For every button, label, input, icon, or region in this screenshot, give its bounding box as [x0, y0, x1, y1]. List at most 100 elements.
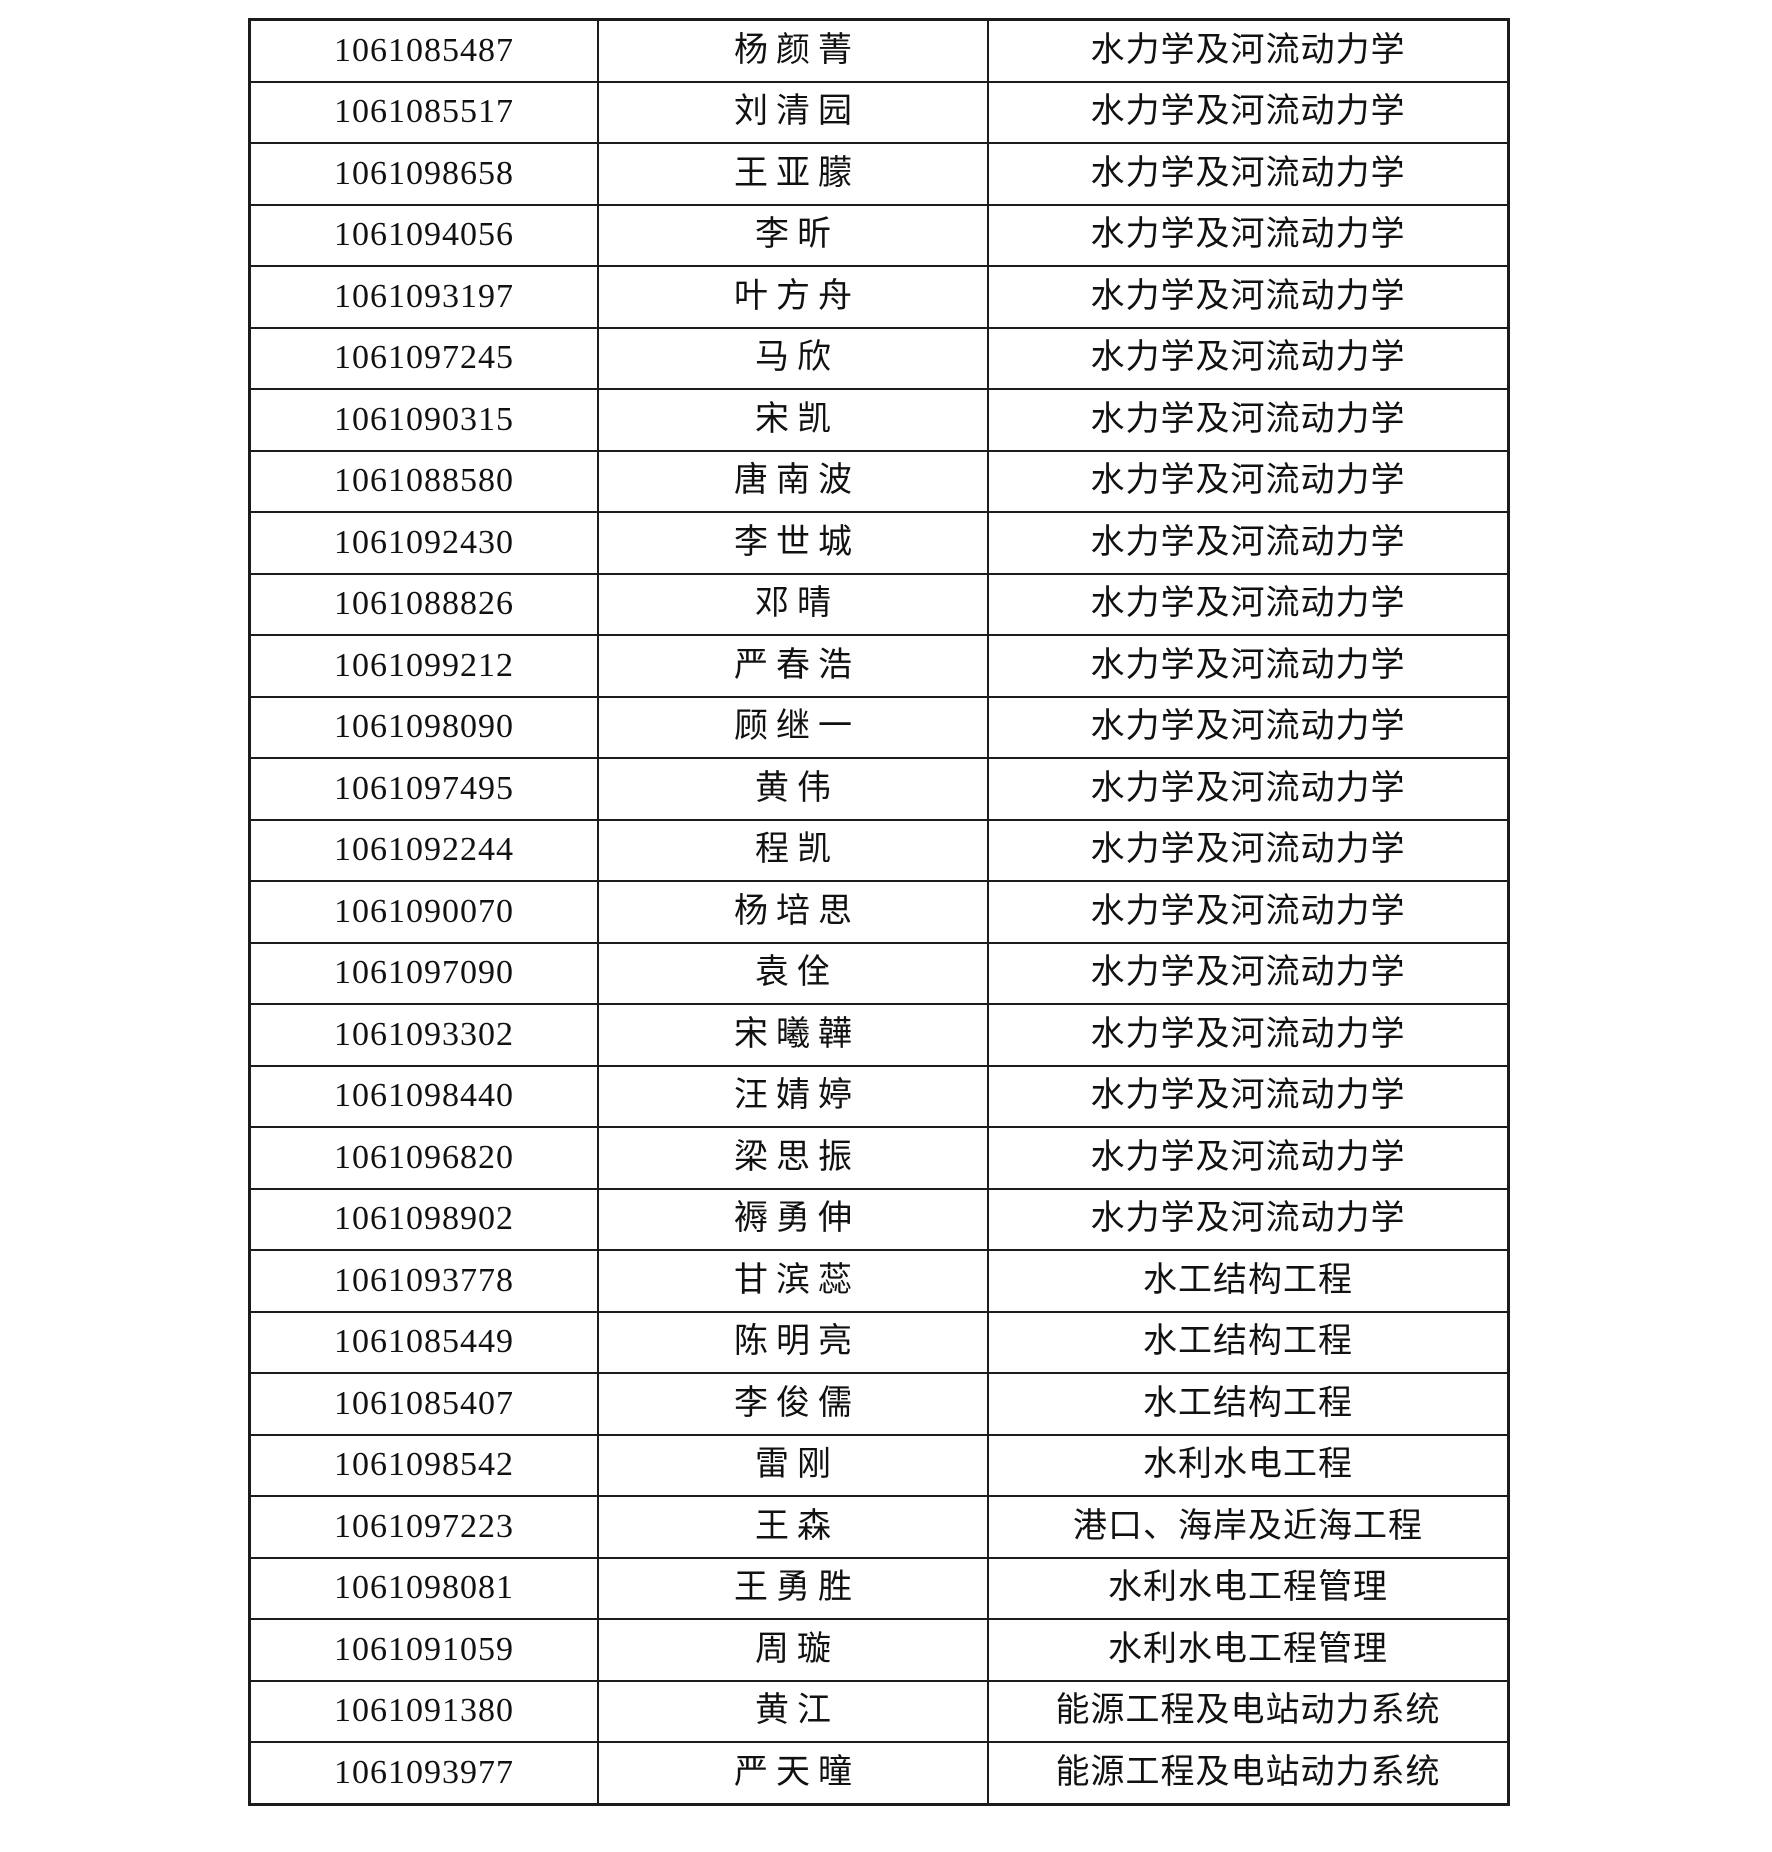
student-id-cell: 1061093778 — [250, 1250, 598, 1312]
student-id-cell: 1061085487 — [250, 20, 598, 82]
student-id-cell: 1061098542 — [250, 1434, 598, 1496]
table-row: 1061093778 甘滨蕊 水工结构工程 — [250, 1250, 1508, 1312]
student-id-cell: 1061097090 — [250, 942, 598, 1004]
student-name-cell: 黄江 — [598, 1680, 988, 1742]
table-row: 1061093977 严天曈 能源工程及电站动力系统 — [250, 1742, 1508, 1804]
table-row: 1061097090 袁佺 水力学及河流动力学 — [250, 942, 1508, 1004]
table-row: 1061098440 汪婧婷 水力学及河流动力学 — [250, 1065, 1508, 1127]
student-major-cell: 水力学及河流动力学 — [988, 389, 1508, 451]
table-row: 1061098542 雷刚 水利水电工程 — [250, 1434, 1508, 1496]
table-body: 1061085487 杨颜菁 水力学及河流动力学 1061085517 刘清园 … — [250, 20, 1508, 1804]
student-major-cell: 水力学及河流动力学 — [988, 204, 1508, 266]
table-row: 1061098090 顾继一 水力学及河流动力学 — [250, 696, 1508, 758]
table-row: 1061091380 黄江 能源工程及电站动力系统 — [250, 1680, 1508, 1742]
table-row: 1061085487 杨颜菁 水力学及河流动力学 — [250, 20, 1508, 82]
student-id-cell: 1061092244 — [250, 819, 598, 881]
student-id-cell: 1061092430 — [250, 512, 598, 574]
student-name-cell: 王亚朦 — [598, 143, 988, 205]
student-id-cell: 1061098440 — [250, 1065, 598, 1127]
student-id-cell: 1061090070 — [250, 881, 598, 943]
table-row: 1061099212 严春浩 水力学及河流动力学 — [250, 635, 1508, 697]
table-row: 1061090070 杨培思 水力学及河流动力学 — [250, 881, 1508, 943]
student-name-cell: 王森 — [598, 1496, 988, 1558]
student-major-cell: 水力学及河流动力学 — [988, 20, 1508, 82]
table-row: 1061098081 王勇胜 水利水电工程管理 — [250, 1557, 1508, 1619]
student-name-cell: 褥勇伸 — [598, 1188, 988, 1250]
student-id-cell: 1061097245 — [250, 327, 598, 389]
student-id-cell: 1061098658 — [250, 143, 598, 205]
student-name-cell: 周璇 — [598, 1619, 988, 1681]
student-id-cell: 1061093977 — [250, 1742, 598, 1804]
student-major-cell: 水力学及河流动力学 — [988, 1065, 1508, 1127]
student-major-cell: 水利水电工程 — [988, 1434, 1508, 1496]
student-id-cell: 1061090315 — [250, 389, 598, 451]
student-name-cell: 王勇胜 — [598, 1557, 988, 1619]
student-major-cell: 水力学及河流动力学 — [988, 327, 1508, 389]
student-id-cell: 1061098902 — [250, 1188, 598, 1250]
student-major-cell: 水工结构工程 — [988, 1250, 1508, 1312]
table-row: 1061098658 王亚朦 水力学及河流动力学 — [250, 143, 1508, 205]
student-id-cell: 1061097495 — [250, 758, 598, 820]
student-major-cell: 水力学及河流动力学 — [988, 942, 1508, 1004]
student-id-cell: 1061097223 — [250, 1496, 598, 1558]
student-name-cell: 李世城 — [598, 512, 988, 574]
student-major-cell: 能源工程及电站动力系统 — [988, 1680, 1508, 1742]
student-name-cell: 李昕 — [598, 204, 988, 266]
student-major-cell: 水工结构工程 — [988, 1311, 1508, 1373]
student-major-cell: 水利水电工程管理 — [988, 1557, 1508, 1619]
table-row: 1061085517 刘清园 水力学及河流动力学 — [250, 81, 1508, 143]
table-row: 1061092244 程凯 水力学及河流动力学 — [250, 819, 1508, 881]
table-row: 1061091059 周璇 水利水电工程管理 — [250, 1619, 1508, 1681]
student-id-cell: 1061091380 — [250, 1680, 598, 1742]
student-name-cell: 程凯 — [598, 819, 988, 881]
student-name-cell: 雷刚 — [598, 1434, 988, 1496]
student-name-cell: 杨培思 — [598, 881, 988, 943]
student-major-cell: 水力学及河流动力学 — [988, 450, 1508, 512]
student-major-cell: 水力学及河流动力学 — [988, 881, 1508, 943]
student-major-cell: 水利水电工程管理 — [988, 1619, 1508, 1681]
student-id-cell: 1061085407 — [250, 1373, 598, 1435]
student-name-cell: 陈明亮 — [598, 1311, 988, 1373]
student-name-cell: 汪婧婷 — [598, 1065, 988, 1127]
student-name-cell: 梁思振 — [598, 1127, 988, 1189]
student-major-cell: 水力学及河流动力学 — [988, 758, 1508, 820]
student-id-cell: 1061099212 — [250, 635, 598, 697]
student-name-cell: 严春浩 — [598, 635, 988, 697]
student-major-cell: 水力学及河流动力学 — [988, 81, 1508, 143]
table-row: 1061088580 唐南波 水力学及河流动力学 — [250, 450, 1508, 512]
student-major-cell: 水力学及河流动力学 — [988, 1188, 1508, 1250]
table-row: 1061085407 李俊儒 水工结构工程 — [250, 1373, 1508, 1435]
student-id-cell: 1061094056 — [250, 204, 598, 266]
student-name-cell: 刘清园 — [598, 81, 988, 143]
student-name-cell: 李俊儒 — [598, 1373, 988, 1435]
student-name-cell: 袁佺 — [598, 942, 988, 1004]
student-major-cell: 水力学及河流动力学 — [988, 1004, 1508, 1066]
student-name-cell: 严天曈 — [598, 1742, 988, 1804]
student-major-cell: 港口、海岸及近海工程 — [988, 1496, 1508, 1558]
table-row: 1061097245 马欣 水力学及河流动力学 — [250, 327, 1508, 389]
student-major-cell: 水力学及河流动力学 — [988, 266, 1508, 328]
table-row: 1061094056 李昕 水力学及河流动力学 — [250, 204, 1508, 266]
student-name-cell: 唐南波 — [598, 450, 988, 512]
student-major-cell: 水力学及河流动力学 — [988, 512, 1508, 574]
student-major-cell: 水力学及河流动力学 — [988, 696, 1508, 758]
table-row: 1061093197 叶方舟 水力学及河流动力学 — [250, 266, 1508, 328]
student-name-cell: 甘滨蕊 — [598, 1250, 988, 1312]
student-major-cell: 水力学及河流动力学 — [988, 1127, 1508, 1189]
student-id-cell: 1061098081 — [250, 1557, 598, 1619]
table-row: 1061090315 宋凯 水力学及河流动力学 — [250, 389, 1508, 451]
student-id-cell: 1061085517 — [250, 81, 598, 143]
student-id-cell: 1061088826 — [250, 573, 598, 635]
table-row: 1061097223 王森 港口、海岸及近海工程 — [250, 1496, 1508, 1558]
student-name-cell: 杨颜菁 — [598, 20, 988, 82]
student-name-cell: 顾继一 — [598, 696, 988, 758]
table-row: 1061098902 褥勇伸 水力学及河流动力学 — [250, 1188, 1508, 1250]
student-name-cell: 宋凯 — [598, 389, 988, 451]
student-roster-table: 1061085487 杨颜菁 水力学及河流动力学 1061085517 刘清园 … — [248, 18, 1510, 1806]
table-row: 1061088826 邓晴 水力学及河流动力学 — [250, 573, 1508, 635]
student-major-cell: 水力学及河流动力学 — [988, 819, 1508, 881]
student-major-cell: 水力学及河流动力学 — [988, 635, 1508, 697]
student-id-cell: 1061093302 — [250, 1004, 598, 1066]
table-row: 1061092430 李世城 水力学及河流动力学 — [250, 512, 1508, 574]
